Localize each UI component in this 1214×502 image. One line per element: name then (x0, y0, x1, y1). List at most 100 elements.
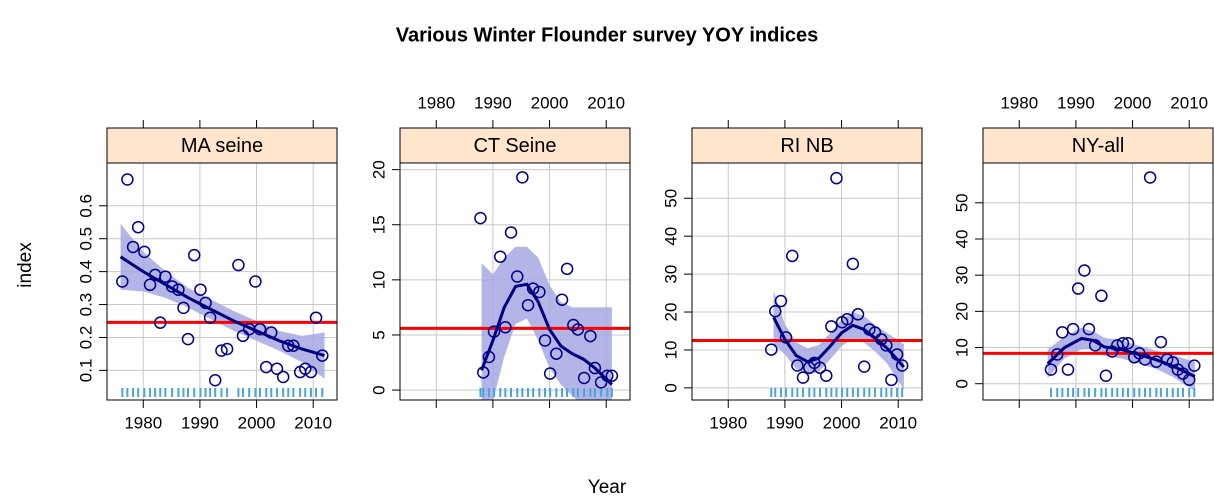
y-tick-label: 0 (661, 383, 680, 392)
point (181, 332, 195, 346)
point (1182, 373, 1196, 386)
point (791, 359, 804, 372)
y-tick-label: 40 (952, 230, 971, 249)
point (249, 275, 262, 288)
x-tick-label: 2010 (1170, 93, 1208, 112)
plot-area (692, 163, 922, 400)
point (482, 350, 496, 364)
strip (982, 127, 1214, 164)
point (851, 308, 865, 321)
panel: 1980 1990 2000 2010 0 5 10 15 20 CT Seine (369, 93, 631, 408)
confidence-band (1047, 327, 1195, 391)
point (121, 173, 134, 186)
y-tick-label: 30 (661, 265, 680, 284)
point (1143, 171, 1157, 184)
x-tick-label: 1980 (1000, 93, 1038, 112)
x-tick-label: 2010 (294, 413, 332, 432)
point (588, 361, 602, 375)
panel-frame (399, 127, 631, 401)
point (232, 258, 245, 272)
point (868, 326, 882, 339)
point (521, 298, 535, 312)
x-tick-label: 1980 (417, 93, 455, 112)
smooth-line (119, 255, 325, 358)
point (555, 293, 569, 306)
y-tick-label: 20 (369, 160, 388, 179)
point (287, 339, 300, 352)
x-axis-label: Year (588, 477, 627, 498)
point (605, 369, 619, 382)
point (1078, 264, 1091, 277)
panel: 1980 1990 2000 2010 0 10 20 30 40 50 RI NB (661, 120, 923, 432)
point (511, 270, 524, 283)
point (560, 262, 574, 276)
point (309, 311, 323, 324)
point (820, 369, 833, 382)
point (526, 282, 540, 295)
x-tick-label: 1990 (766, 413, 804, 432)
point (516, 171, 529, 184)
point (577, 371, 591, 385)
point (474, 211, 487, 225)
point (1066, 322, 1080, 336)
point (765, 343, 778, 356)
panel: 1980 1990 2000 2010 0 10 20 30 40 50 NY-all (952, 93, 1214, 408)
point (846, 257, 860, 271)
strip (691, 127, 923, 164)
point (601, 369, 614, 382)
x-tick-label: 1990 (474, 93, 512, 112)
panel-frame (982, 127, 1214, 401)
x-tick-label: 2010 (879, 413, 917, 432)
point (825, 320, 838, 333)
point (131, 220, 145, 234)
point (187, 248, 201, 262)
point (1050, 348, 1064, 361)
point (571, 323, 585, 336)
point (550, 347, 563, 360)
y-tick-label: 30 (952, 266, 971, 285)
smooth-line (772, 316, 905, 369)
point (543, 367, 557, 380)
y-tick-label: 0.6 (76, 194, 95, 218)
panel: 1980 1990 2000 2010 0.1 0.2 0.3 0.4 0.5 0.6 MA sei… (76, 120, 338, 432)
y-tick-label: 0 (952, 379, 971, 388)
point (830, 171, 843, 185)
point (236, 329, 250, 343)
panel-frame (106, 127, 338, 401)
point (1088, 339, 1102, 352)
strip-label: RI NB (780, 135, 833, 157)
point (504, 226, 518, 239)
y-tick-label: 0.2 (76, 326, 95, 350)
point (126, 240, 140, 254)
y-tick-label: 20 (661, 303, 680, 322)
point (533, 285, 546, 299)
point (1095, 289, 1108, 303)
point (796, 371, 810, 384)
x-tick-label: 2000 (1114, 93, 1152, 112)
panel-frame (691, 127, 923, 401)
y-tick-label: 50 (661, 189, 680, 208)
y-axis-label: index (15, 242, 36, 288)
point (208, 374, 222, 387)
point (270, 362, 284, 375)
point (1188, 359, 1201, 372)
point (840, 312, 854, 326)
point (890, 348, 904, 361)
point (304, 365, 318, 379)
point (215, 344, 228, 357)
point (857, 360, 871, 373)
x-tick-label: 2000 (823, 413, 861, 432)
point (1056, 326, 1069, 339)
point (477, 366, 490, 379)
point (199, 296, 212, 310)
y-tick-label: 10 (661, 340, 680, 359)
plot-area (107, 163, 337, 400)
point (538, 334, 552, 347)
plot-area (400, 163, 630, 400)
y-tick-label: 50 (952, 193, 971, 212)
point (494, 250, 507, 263)
x-tick-label: 2000 (531, 93, 569, 112)
point (1121, 336, 1135, 350)
point (769, 305, 782, 318)
